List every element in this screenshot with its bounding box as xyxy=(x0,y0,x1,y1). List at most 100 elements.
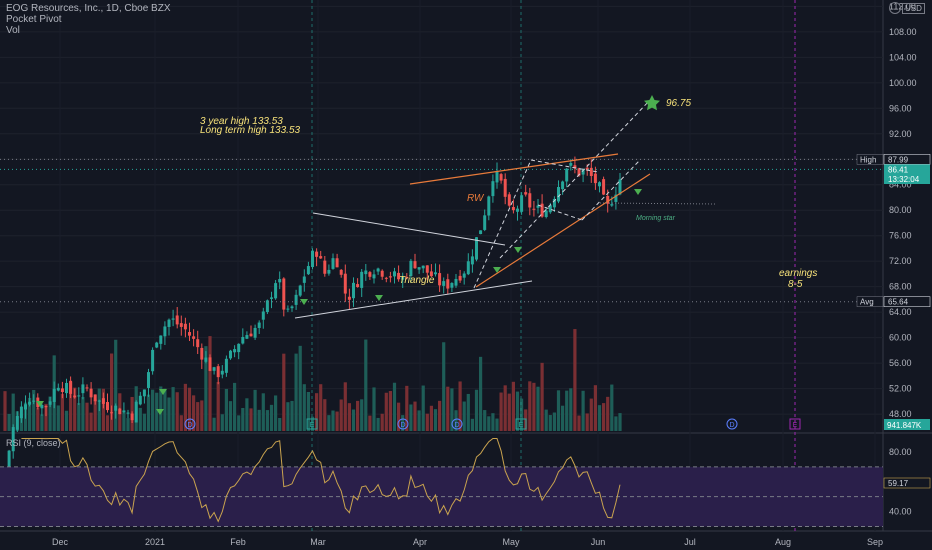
candle-body xyxy=(405,277,409,279)
candle-body xyxy=(48,401,52,405)
candles xyxy=(3,156,622,480)
candle-body xyxy=(499,174,503,181)
volume-bar xyxy=(44,403,48,431)
candle-body xyxy=(487,196,491,216)
event-marker[interactable]: D xyxy=(451,418,463,430)
event-marker-earnings xyxy=(306,418,318,430)
volume-bar xyxy=(253,389,257,431)
candle-body xyxy=(97,400,101,402)
event-marker[interactable]: E xyxy=(306,418,318,430)
volume-bar xyxy=(388,391,392,431)
volume-label: 941.847K xyxy=(887,421,922,430)
volume-bar xyxy=(286,402,290,431)
indicator-pocket-pivot[interactable]: Pocket Pivot xyxy=(6,14,62,25)
volume-bar xyxy=(278,417,282,431)
candle-body xyxy=(192,336,196,339)
volume-bar xyxy=(421,385,425,431)
candle-body xyxy=(134,401,138,423)
volume-bar xyxy=(93,399,97,431)
candle-body xyxy=(368,272,372,277)
candle-body xyxy=(384,277,388,279)
volume-bar xyxy=(257,409,261,431)
volume-bar xyxy=(474,389,479,431)
indicator-volume[interactable]: Vol xyxy=(6,25,20,36)
event-marker-label: D xyxy=(400,422,405,429)
candle-body xyxy=(257,322,261,328)
volume-bar xyxy=(60,394,64,431)
volume-bar xyxy=(77,403,81,431)
x-tick-label: Apr xyxy=(413,537,427,547)
event-marker-label: E xyxy=(519,422,524,429)
candle-body xyxy=(175,315,179,325)
chart-legend: EOG Resources, Inc., 1D, Cboe BZX Pocket… xyxy=(6,3,171,36)
volume-bar xyxy=(183,383,187,431)
currency-label[interactable]: USD xyxy=(902,3,925,14)
volume-bar xyxy=(216,381,220,431)
volume-bar xyxy=(593,385,597,431)
x-tick-label: Dec xyxy=(52,537,69,547)
volume-bar xyxy=(479,356,483,431)
rsi-title[interactable]: RSI (9, close) xyxy=(6,438,61,448)
volume-bar xyxy=(56,405,60,431)
event-marker[interactable]: D xyxy=(726,418,738,430)
volume-bar xyxy=(114,339,118,431)
annotation-text: 96.75 xyxy=(666,98,691,109)
event-marker-label: D xyxy=(729,422,734,429)
event-marker[interactable]: D xyxy=(184,418,196,430)
volume-bar xyxy=(7,413,11,431)
pocket-pivot-marker xyxy=(514,247,522,253)
candle-body xyxy=(581,170,585,175)
candle-body xyxy=(28,401,32,405)
candle-body xyxy=(245,335,249,339)
volume-bar xyxy=(372,387,376,431)
annotation-text: Long term high 133.53 xyxy=(200,125,301,136)
volume-bar xyxy=(351,409,356,431)
volume-bar xyxy=(442,342,446,431)
candle-body xyxy=(360,271,364,288)
candle-body xyxy=(19,406,23,419)
x-tick-label: Jun xyxy=(591,537,606,547)
volume-bar xyxy=(48,396,52,431)
annotation-text: Triangle xyxy=(399,275,435,286)
volume-bar xyxy=(241,407,245,431)
candle-body xyxy=(503,178,507,197)
candle-body xyxy=(614,194,618,202)
volume-bar xyxy=(249,408,253,431)
candle-body xyxy=(274,283,278,299)
volume-bar xyxy=(171,387,175,431)
volume-bar xyxy=(192,395,196,431)
candle-body xyxy=(101,398,105,404)
candle-body xyxy=(294,294,298,305)
event-marker[interactable]: E xyxy=(789,418,801,430)
volume-bar xyxy=(196,402,200,431)
candle-body xyxy=(569,163,573,166)
y-tick-label: 60.00 xyxy=(889,333,912,343)
volume-bar xyxy=(142,413,146,431)
candle-body xyxy=(552,198,556,208)
volume-bar xyxy=(507,393,511,431)
volume-bar xyxy=(401,415,405,431)
candle-body xyxy=(429,271,433,277)
x-tick-label: Feb xyxy=(230,537,246,547)
volume-bar xyxy=(491,413,495,431)
rsi-y-tick-label: 40.00 xyxy=(889,507,912,517)
volume-bar xyxy=(208,336,212,431)
candle-body xyxy=(380,270,384,277)
volume-bar xyxy=(556,390,561,431)
candle-body xyxy=(561,181,565,190)
candle-body xyxy=(442,281,446,286)
volume-bar xyxy=(323,399,327,431)
volume-bar xyxy=(397,402,401,431)
volume-bar xyxy=(187,387,192,431)
gear-icon[interactable] xyxy=(889,2,901,14)
event-marker[interactable]: E xyxy=(515,418,527,430)
volume-bar xyxy=(589,398,593,431)
event-marker[interactable]: D xyxy=(397,418,409,430)
volume-bar xyxy=(224,388,228,431)
volume-bar xyxy=(138,407,142,431)
candle-body xyxy=(413,261,417,269)
candle-body xyxy=(401,277,405,280)
volume-bar xyxy=(446,386,450,431)
candle-body xyxy=(479,230,483,235)
